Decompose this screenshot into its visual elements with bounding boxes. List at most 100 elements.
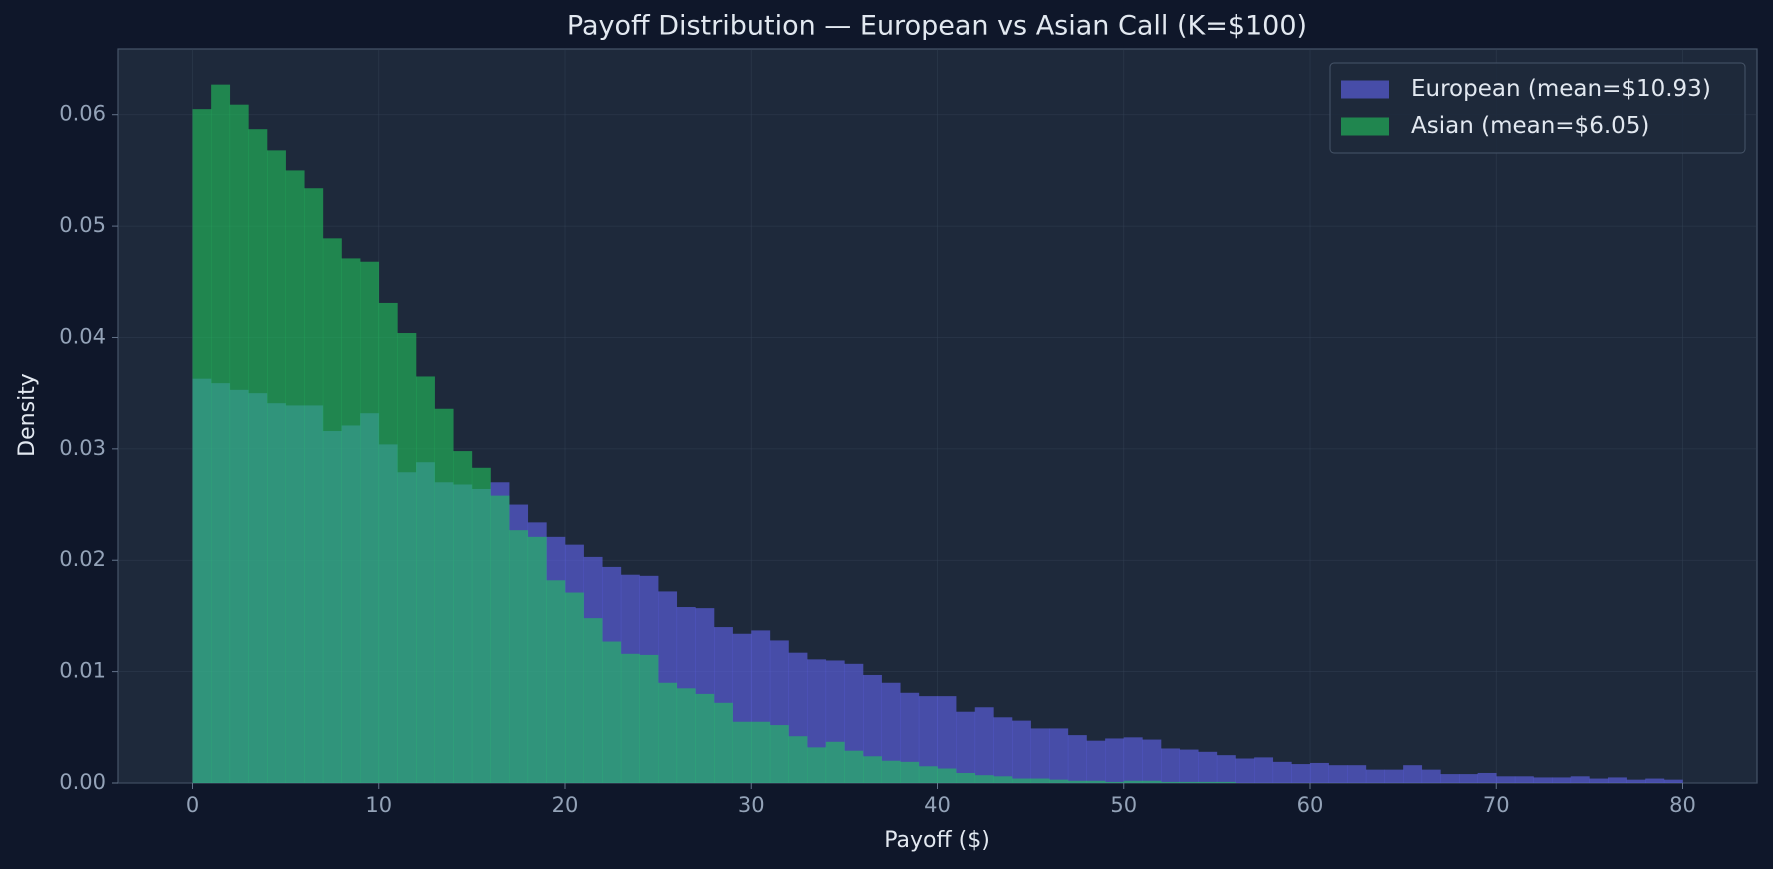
histogram-bar	[1608, 777, 1627, 783]
histogram-bar	[229, 104, 249, 784]
histogram-bar	[732, 721, 752, 783]
histogram-bar	[844, 750, 864, 783]
histogram-bar	[900, 692, 920, 783]
histogram-bar	[1179, 749, 1199, 783]
histogram-bar	[1216, 781, 1236, 783]
histogram-bar	[956, 772, 976, 783]
histogram-bar	[695, 693, 715, 783]
histogram-bar	[974, 707, 994, 783]
histogram-bar	[937, 696, 957, 783]
histogram-bar	[602, 641, 622, 783]
histogram-bar	[1254, 757, 1274, 783]
histogram-bar	[1049, 779, 1069, 783]
histogram-bar	[788, 736, 808, 783]
histogram-bar	[1235, 758, 1255, 783]
histogram-bar	[1310, 762, 1329, 783]
histogram-bar	[1589, 778, 1609, 783]
histogram-bar	[397, 333, 417, 783]
chart-title: Payoff Distribution — European vs Asian …	[567, 11, 1307, 42]
histogram-bar	[1012, 778, 1031, 783]
x-tick-label: 70	[1483, 793, 1510, 817]
histogram-bar	[918, 696, 938, 783]
histogram-bar	[248, 129, 268, 784]
y-axis-label: Density	[15, 373, 40, 457]
histogram-bar	[1626, 779, 1646, 783]
histogram-bar	[658, 682, 678, 783]
histogram-bar	[1012, 720, 1031, 783]
histogram-bar	[1552, 777, 1572, 783]
histogram-bar	[639, 654, 659, 783]
histogram-bar	[1179, 781, 1199, 783]
histogram-bar	[565, 592, 584, 783]
x-tick-label: 10	[365, 793, 392, 817]
histogram-bar	[1067, 780, 1087, 783]
histogram-bar	[1645, 778, 1665, 783]
histogram-bar	[378, 302, 398, 783]
histogram-bar	[1514, 776, 1534, 783]
x-tick-label: 50	[1110, 793, 1137, 817]
histogram-bar	[918, 766, 938, 783]
histogram-bar	[509, 530, 529, 783]
histogram-bar	[974, 775, 994, 783]
histogram-bar	[956, 711, 976, 783]
histogram-bar	[1067, 735, 1087, 783]
histogram-bar	[1105, 738, 1125, 783]
histogram-bar	[546, 580, 566, 783]
histogram-bar	[583, 618, 603, 783]
histogram-bar	[769, 725, 789, 783]
histogram-bar	[341, 258, 361, 783]
y-tick-label: 0.04	[59, 324, 106, 348]
histogram-bar	[360, 261, 380, 783]
histogram-bar	[1496, 776, 1516, 783]
histogram-bar	[1123, 737, 1143, 783]
histogram-bar	[1049, 728, 1069, 783]
histogram-bar	[900, 761, 920, 783]
histogram-bar	[1105, 781, 1125, 783]
histogram-bar	[751, 721, 771, 783]
histogram-bar	[1272, 761, 1292, 783]
legend-box	[1329, 62, 1746, 154]
y-tick-label: 0.00	[59, 770, 106, 794]
histogram-bar	[322, 238, 342, 783]
y-tick-label: 0.02	[59, 547, 106, 571]
histogram-bar	[1459, 774, 1478, 783]
histogram-bar	[1123, 780, 1143, 783]
y-tick-label: 0.01	[59, 659, 106, 683]
histogram-bar	[471, 467, 491, 783]
histogram-bar	[1440, 774, 1460, 783]
histogram-bar	[453, 451, 473, 783]
x-tick-label: 80	[1669, 793, 1696, 817]
legend-swatch	[1341, 80, 1389, 99]
histogram-bar	[714, 702, 733, 783]
histogram-bar	[416, 376, 435, 783]
histogram-bar	[1533, 777, 1553, 783]
histogram-bar	[267, 150, 286, 784]
histogram-bar	[807, 747, 827, 783]
histogram-bar	[1142, 780, 1162, 783]
histogram-bar	[993, 717, 1013, 783]
histogram-bar	[192, 109, 212, 783]
histogram-bar	[1328, 765, 1348, 783]
histogram-bar	[490, 495, 510, 783]
histogram-bar	[304, 188, 324, 784]
histogram-bar	[1216, 755, 1236, 783]
histogram-bar	[676, 688, 696, 783]
histogram-bar	[620, 653, 640, 783]
x-axis-label: Payoff ($)	[884, 828, 990, 853]
histogram-bar	[1421, 769, 1441, 783]
histogram-bar	[1086, 740, 1106, 783]
histogram-bar	[825, 741, 845, 783]
histogram-bar	[1365, 769, 1385, 783]
x-tick-label: 0	[186, 793, 199, 817]
y-tick-label: 0.06	[59, 102, 106, 126]
histogram-bar	[1663, 779, 1683, 783]
histogram-bar	[1142, 739, 1162, 783]
histogram-bar	[1161, 781, 1180, 783]
histogram-bar	[527, 536, 547, 783]
histogram-bar	[1161, 748, 1180, 783]
x-tick-label: 60	[1297, 793, 1324, 817]
bars	[192, 84, 1683, 784]
histogram-bar	[211, 84, 231, 783]
